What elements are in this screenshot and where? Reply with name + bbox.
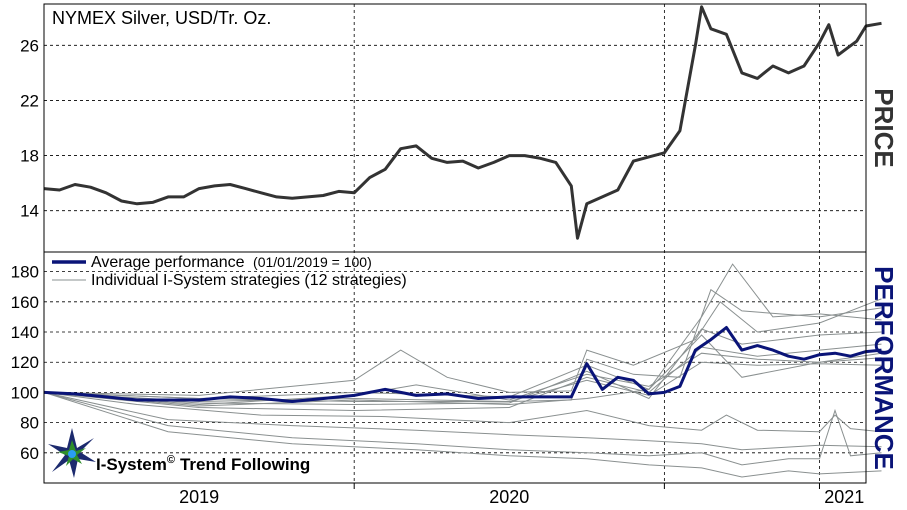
price-chart-title: NYMEX Silver, USD/Tr. Oz. [52,8,271,28]
strategy-series-group [43,263,882,478]
price-y-tick-label: 22 [20,91,39,110]
price-side-title: PRICE [869,88,899,167]
price-grid [44,44,866,212]
average-performance-line [43,326,882,403]
legend: Average performance (01/01/2019 = 100) I… [52,254,407,289]
strategy-line-6 [43,352,882,406]
strategy-line-11 [43,391,882,466]
brand-logo: I-System© Trend Following [48,428,310,478]
performance-y-tick-label: 120 [11,353,39,372]
x-ticks: 2019 2020 2021 [179,487,864,507]
price-y-tick-label: 18 [20,147,39,166]
price-y-tick-label: 26 [20,36,39,55]
strategy-line-5 [43,343,882,412]
average-series-group [43,326,882,403]
performance-y-tick-label: 100 [11,383,39,402]
strategy-line-2 [43,298,882,396]
strategy-line-8 [43,334,882,407]
performance-y-tick-label: 180 [11,263,39,282]
x-tick-label: 2019 [179,487,219,507]
legend-average-note: (01/01/2019 = 100) [253,254,372,270]
brand-mark: © [167,454,175,466]
legend-average-label: Average performance [91,254,245,271]
price-y-tick-label: 14 [20,202,39,221]
performance-y-ticks: 60 80 100 120 140 160 180 [11,263,39,463]
price-line [43,5,882,240]
performance-y-tick-label: 140 [11,323,39,342]
x-grid [353,4,820,489]
svg-text:Average performance (01/: Average performance (01/01/2019 = 100) [91,254,372,271]
brand-name: I-System [96,455,167,474]
strategy-line-12 [43,391,882,478]
performance-y-tick-label: 60 [20,444,39,463]
price-series-group [43,5,882,240]
svg-text:I-System©Trend Following: I-System© Trend Following [96,454,310,474]
performance-y-tick-label: 80 [20,414,39,433]
x-tick-label: 2020 [489,487,529,507]
legend-strategy-label: Individual I-System strategies (12 strat… [91,272,407,289]
brand-tagline: Trend Following [180,455,310,474]
star-burst-logo-icon [48,428,96,478]
x-tick-label: 2021 [824,487,864,507]
performance-side-title: PERFORMANCE [869,266,899,470]
performance-y-tick-label: 160 [11,293,39,312]
performance-panel-frame [43,251,867,484]
strategy-line-10 [43,391,882,451]
price-y-ticks: 14 18 22 26 [20,36,39,220]
